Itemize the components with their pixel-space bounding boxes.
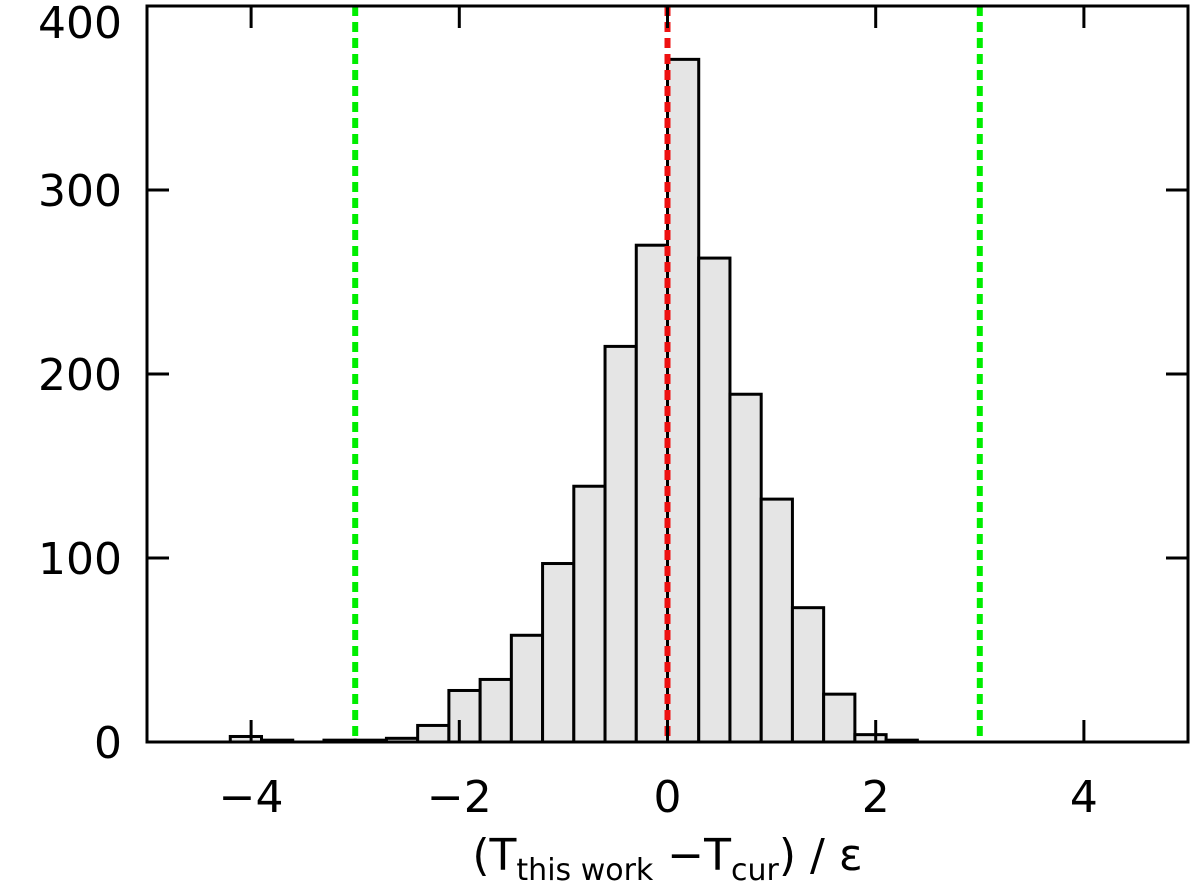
x-axis-label-part: ) / ε [779, 830, 863, 881]
x-axis-label-part: cur [731, 853, 780, 885]
bar [759, 497, 794, 744]
bar [509, 633, 545, 744]
x-tick-label: −2 [427, 772, 492, 823]
bar [603, 344, 638, 744]
x-axis-label-part: this work [516, 853, 654, 885]
x-axis-label-part: −T [653, 830, 731, 881]
bar [447, 688, 482, 744]
bar [790, 606, 826, 744]
bar [416, 723, 451, 744]
bar [541, 562, 576, 744]
bar [478, 677, 513, 744]
x-tick-label: 0 [654, 772, 682, 823]
x-axis-label-part: (T [472, 830, 516, 881]
y-tick-label: 200 [38, 350, 122, 401]
bar [634, 243, 670, 744]
bar [697, 256, 732, 744]
x-axis-label: (Tthis work −Tcur) / ε [472, 830, 862, 885]
x-tick-label: 2 [862, 772, 890, 823]
y-tick-label: 0 [94, 718, 122, 769]
y-tick-label: 300 [38, 166, 122, 217]
y-tick-label: 400 [38, 0, 122, 49]
bar [728, 392, 763, 744]
bar [666, 57, 701, 744]
bar [822, 692, 857, 744]
bar [572, 484, 607, 744]
y-tick-label: 100 [38, 534, 122, 585]
x-tick-label: 4 [1070, 772, 1098, 823]
x-tick-label: −4 [219, 772, 284, 823]
